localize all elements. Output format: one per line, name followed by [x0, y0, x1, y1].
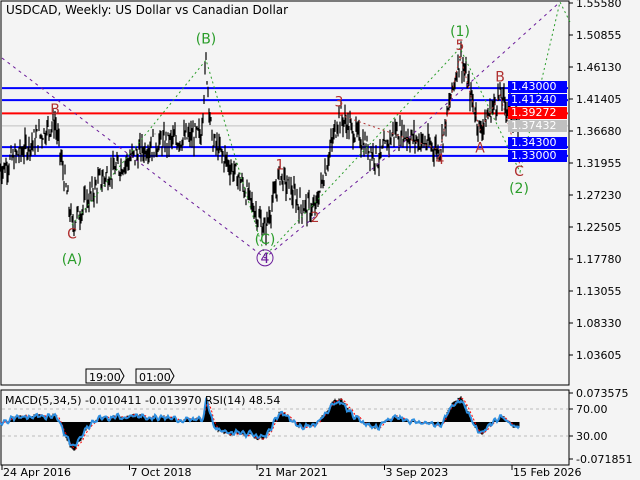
price-bars	[0, 41, 520, 246]
y-tick-label: 1.50855	[576, 29, 622, 42]
price-tag: 1.33000	[508, 149, 567, 162]
y-tick-label: 1.13055	[576, 285, 622, 298]
y-tick-label: 1.17780	[576, 253, 622, 266]
wave-label: (A)	[62, 252, 83, 268]
x-tick-label: 7 Oct 2018	[131, 466, 192, 479]
chart-title: USDCAD, Weekly: US Dollar vs Canadian Do…	[6, 3, 289, 17]
wave-circle	[256, 249, 274, 267]
wave-label: 1	[276, 157, 285, 173]
price-tag: 1.41240	[508, 93, 567, 106]
wave-label: (C)	[255, 232, 276, 248]
price-tag: 1.37432	[508, 119, 567, 132]
wave-label: 3	[335, 94, 344, 110]
y-tick-label: 1.08330	[576, 317, 622, 330]
wave-label: C	[67, 226, 77, 242]
x-tick-label: 3 Sep 2023	[386, 466, 449, 479]
time-tag-label: 01:00	[139, 371, 171, 384]
y-tick-label: 1.55580	[576, 0, 622, 10]
price-tag: 1.34300	[508, 136, 567, 149]
rsi-line	[0, 397, 520, 447]
indicator-tick-label: 70.00	[576, 403, 608, 416]
time-tag: 19:00	[85, 368, 125, 384]
time-tag-shape	[135, 368, 175, 384]
x-tick-label: 15 Feb 2026	[513, 466, 581, 479]
wave-label: A	[475, 140, 485, 156]
indicator-label: MACD(5,34,5) -0.010411 -0.013970 RSI(14)…	[5, 394, 281, 407]
macd-signal-line	[0, 397, 520, 450]
indicator-tick-label: 30.00	[576, 430, 608, 443]
time-tag-shape	[85, 368, 125, 384]
y-tick-label: 1.46130	[576, 61, 622, 74]
wave-line-red	[339, 54, 521, 166]
wave-label: 4	[436, 152, 445, 168]
y-tick-label: 1.41405	[576, 93, 622, 106]
wave-label: 2	[311, 210, 320, 226]
y-tick-label: 1.36680	[576, 125, 622, 138]
wave-label: C	[514, 164, 524, 180]
y-tick-label: 1.22505	[576, 221, 622, 234]
indicator-frame	[0, 389, 570, 466]
wave-label: 5	[456, 38, 465, 54]
x-tick-label: 24 Apr 2016	[3, 466, 71, 479]
y-tick-label: 1.03605	[576, 349, 622, 362]
wave-label: (1)	[450, 24, 470, 40]
y-tick-label: 1.27230	[576, 189, 622, 202]
price-tag: 1.43000	[508, 80, 567, 93]
x-tick-label: 21 Mar 2021	[258, 466, 328, 479]
wave-line-purple	[1, 1, 561, 259]
wave-label: B	[50, 102, 60, 118]
wave-label: (B)	[196, 31, 217, 47]
wave-label: 4	[261, 251, 270, 267]
indicator-tick-label: -0.071851	[576, 453, 632, 466]
wave-label: B	[495, 69, 505, 85]
time-tag: 01:00	[135, 368, 175, 384]
main-frame	[0, 0, 570, 386]
wave-line-green	[71, 0, 571, 257]
indicator-tick-label: 0.073575	[576, 387, 629, 400]
wave-label: (2)	[509, 181, 529, 197]
y-tick-label: 1.31955	[576, 157, 622, 170]
price-tag: 1.39272	[508, 106, 567, 119]
time-tag-label: 19:00	[89, 371, 121, 384]
